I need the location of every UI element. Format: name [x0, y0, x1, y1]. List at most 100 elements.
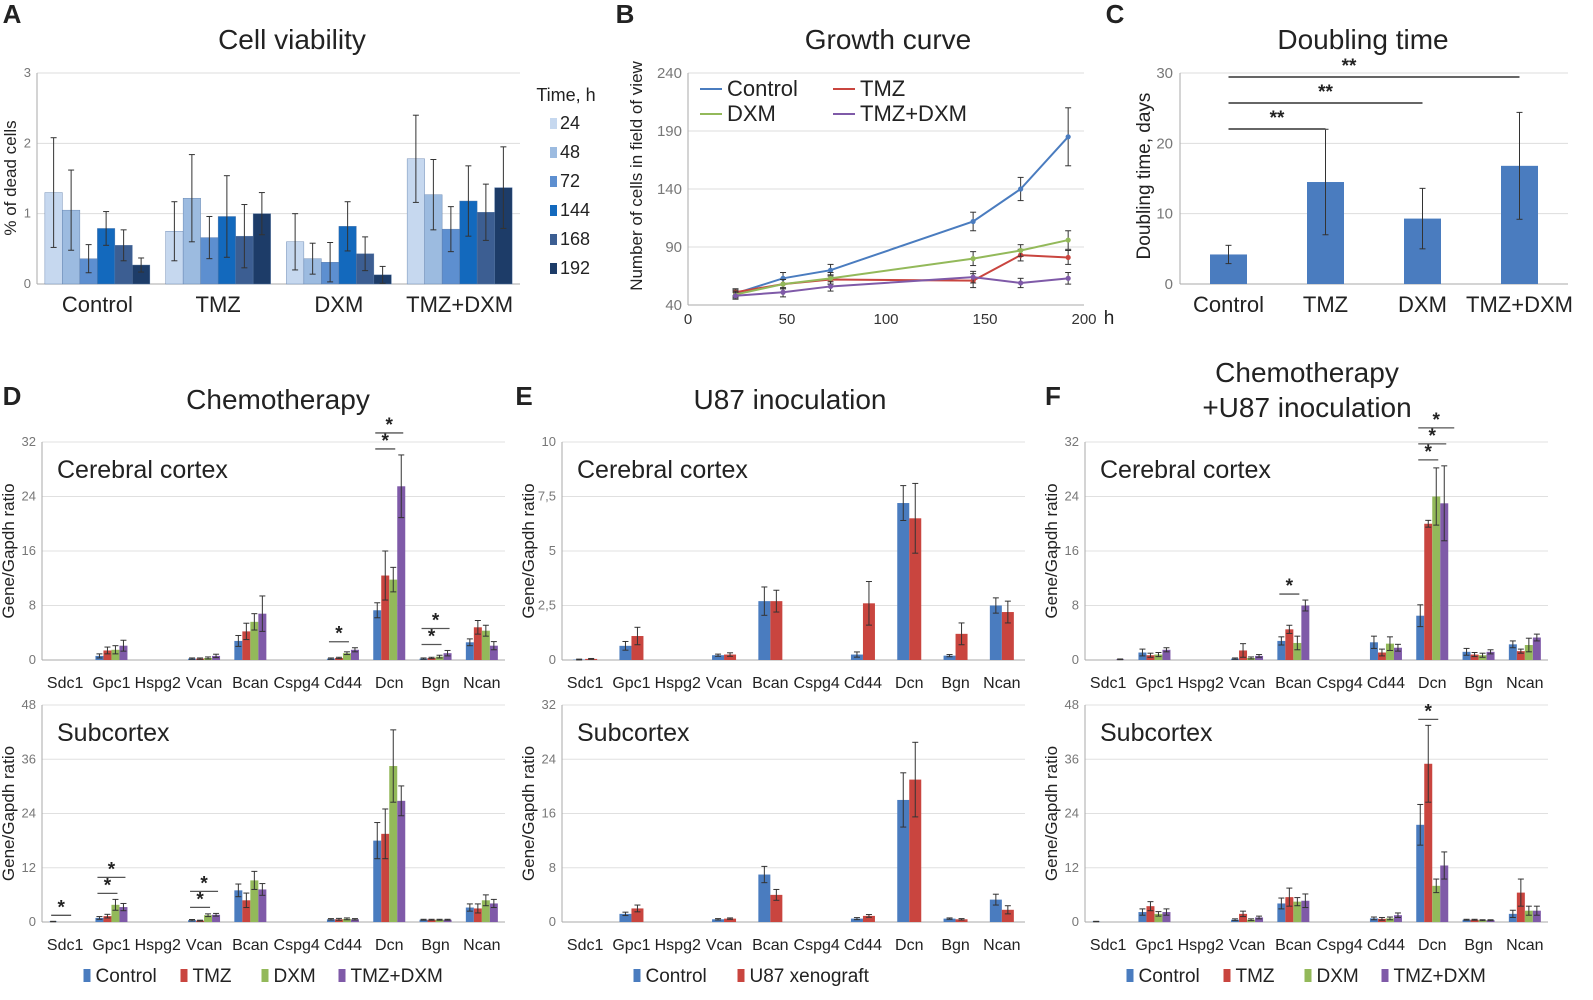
x-category-label: Cspg4 — [1317, 937, 1363, 954]
y-tick-label: 32 — [1065, 434, 1079, 449]
bar — [909, 779, 922, 922]
legend-label: 192 — [560, 258, 590, 278]
bar — [242, 900, 251, 922]
significance-label: * — [428, 626, 436, 647]
x-category-label: Dcn — [1418, 675, 1446, 692]
bar — [897, 799, 910, 922]
bar — [435, 919, 444, 922]
bar — [1424, 763, 1433, 922]
subplot-title: Subcortex — [1100, 719, 1213, 747]
bar — [212, 914, 221, 922]
bar — [1001, 612, 1014, 660]
bar — [373, 840, 382, 922]
bar — [1432, 496, 1441, 660]
y-tick-label: 24 — [22, 489, 36, 504]
x-category-label: Vcan — [706, 937, 742, 954]
bar — [443, 653, 452, 660]
bar — [1432, 885, 1441, 922]
legend-label: Control — [646, 966, 707, 987]
bar — [1524, 645, 1533, 660]
x-category-label: Hspg2 — [655, 937, 701, 954]
y-tick-label: 20 — [1156, 135, 1173, 152]
legend-swatch — [550, 263, 557, 274]
x-category-label: Bgn — [941, 937, 969, 954]
bar — [1516, 892, 1525, 922]
subplot-title: Cerebral cortex — [1100, 456, 1271, 484]
x-category-label: TMZ — [1303, 292, 1348, 317]
x-category-label: Bgn — [1464, 937, 1492, 954]
data-point — [1065, 134, 1071, 140]
x-category-label: Dcn — [895, 937, 923, 954]
x-category-label: Control — [1193, 292, 1264, 317]
y-tick-label: 48 — [1065, 697, 1079, 712]
data-point — [732, 293, 739, 299]
bar — [1524, 910, 1533, 922]
y-axis-label: Number of cells in field of view — [627, 60, 646, 290]
bar — [862, 915, 875, 922]
x-category-label: TMZ — [196, 292, 241, 317]
bar — [373, 610, 382, 660]
x-category-label: Dcn — [375, 675, 403, 692]
y-tick-label: 1 — [24, 206, 31, 221]
bar — [758, 601, 771, 660]
bar — [758, 874, 771, 922]
bar — [342, 918, 351, 922]
data-point — [827, 275, 834, 281]
bar — [381, 833, 390, 922]
subplot-title: Subcortex — [577, 719, 690, 747]
bar — [1440, 503, 1449, 660]
y-tick-label: 2,5 — [538, 598, 556, 613]
bar — [1470, 919, 1479, 922]
legend-label: TMZ+DXM — [860, 101, 967, 126]
x-category-label: DXM — [1398, 292, 1447, 317]
x-category-label: Hspg2 — [655, 675, 701, 692]
y-tick-label: 0 — [1072, 914, 1079, 929]
legend-swatch — [550, 176, 557, 187]
x-category-label: Cspg4 — [274, 937, 320, 954]
series-line — [735, 239, 1069, 296]
y-tick-label: 0 — [29, 914, 36, 929]
x-tick-label: 50 — [779, 311, 796, 328]
data-point — [827, 267, 834, 273]
bar — [342, 653, 351, 660]
bar — [1532, 910, 1541, 922]
data-point — [780, 289, 786, 295]
x-category-label: Hspg2 — [135, 675, 181, 692]
bar — [1385, 643, 1394, 660]
y-tick-label: 190 — [657, 123, 682, 140]
bar — [473, 908, 482, 922]
legend-swatch — [550, 147, 557, 158]
legend-label: 48 — [560, 142, 580, 162]
x-category-label: Bgn — [421, 937, 449, 954]
x-category-label: Control — [62, 292, 133, 317]
bar — [473, 627, 482, 660]
legend-swatch — [550, 118, 557, 129]
bar — [119, 907, 128, 922]
data-point — [970, 274, 976, 280]
data-point — [1018, 247, 1024, 254]
bar — [955, 919, 968, 922]
bar — [724, 918, 737, 922]
legend-label: DXM — [1317, 966, 1359, 987]
legend-label: TMZ — [860, 76, 905, 101]
y-axis-label: Doubling time, days — [1134, 93, 1155, 260]
y-axis-label: Gene/Gapdh ratio — [519, 746, 538, 881]
legend-swatch — [1126, 969, 1134, 982]
x-category-label: Sdc1 — [1090, 675, 1127, 692]
bar — [1532, 637, 1541, 660]
legend-swatch — [550, 205, 557, 216]
bar — [1416, 615, 1425, 660]
legend-swatch — [261, 969, 269, 982]
x-category-label: Cspg4 — [794, 937, 840, 954]
x-category-label: Sdc1 — [47, 937, 84, 954]
legend-swatch — [550, 234, 557, 245]
y-axis-label: Gene/Gapdh ratio — [1042, 483, 1061, 618]
y-tick-label: 12 — [1065, 860, 1079, 875]
legend-label: 144 — [560, 200, 590, 220]
legend-swatch — [83, 969, 91, 982]
x-category-label: Bcan — [752, 937, 788, 954]
chart-title: Chemotherapy — [186, 384, 370, 415]
series-line — [735, 136, 1069, 295]
x-category-label: Cd44 — [324, 675, 362, 692]
x-category-label: Vcan — [186, 937, 222, 954]
